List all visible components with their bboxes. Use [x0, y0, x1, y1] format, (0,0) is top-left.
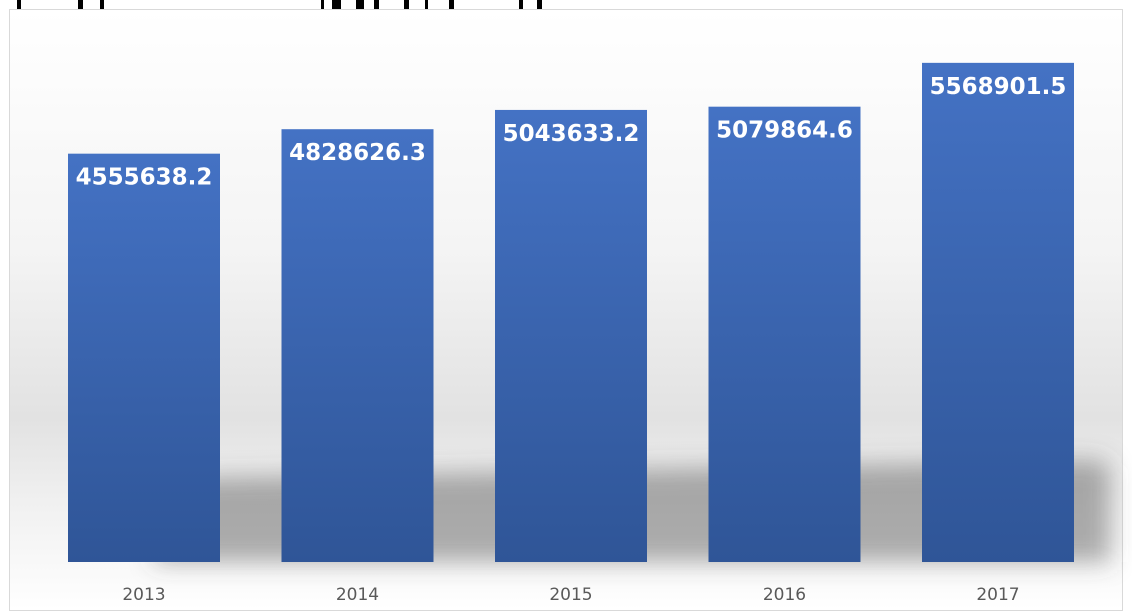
- bar-2013: [68, 154, 220, 562]
- bar-2016: [709, 107, 861, 562]
- x-tick-label-2016: 2016: [763, 585, 806, 605]
- bar-2015: [495, 110, 647, 562]
- x-tick-label-2014: 2014: [336, 585, 379, 605]
- x-tick-label-2015: 2015: [549, 585, 592, 605]
- bar-2014: [282, 129, 434, 562]
- bar-2017: [922, 63, 1074, 562]
- x-tick-label-2017: 2017: [976, 585, 1019, 605]
- x-axis-ticks: 2013 2014 2015 2016 2017: [122, 585, 1019, 605]
- x-tick-label-2013: 2013: [122, 585, 165, 605]
- data-label-2014: 4828626.3: [289, 140, 426, 166]
- data-label-2015: 5043633.2: [503, 121, 640, 147]
- data-label-2013: 4555638.2: [76, 165, 213, 191]
- data-label-2016: 5079864.6: [716, 118, 853, 144]
- data-label-2017: 5568901.5: [930, 74, 1067, 100]
